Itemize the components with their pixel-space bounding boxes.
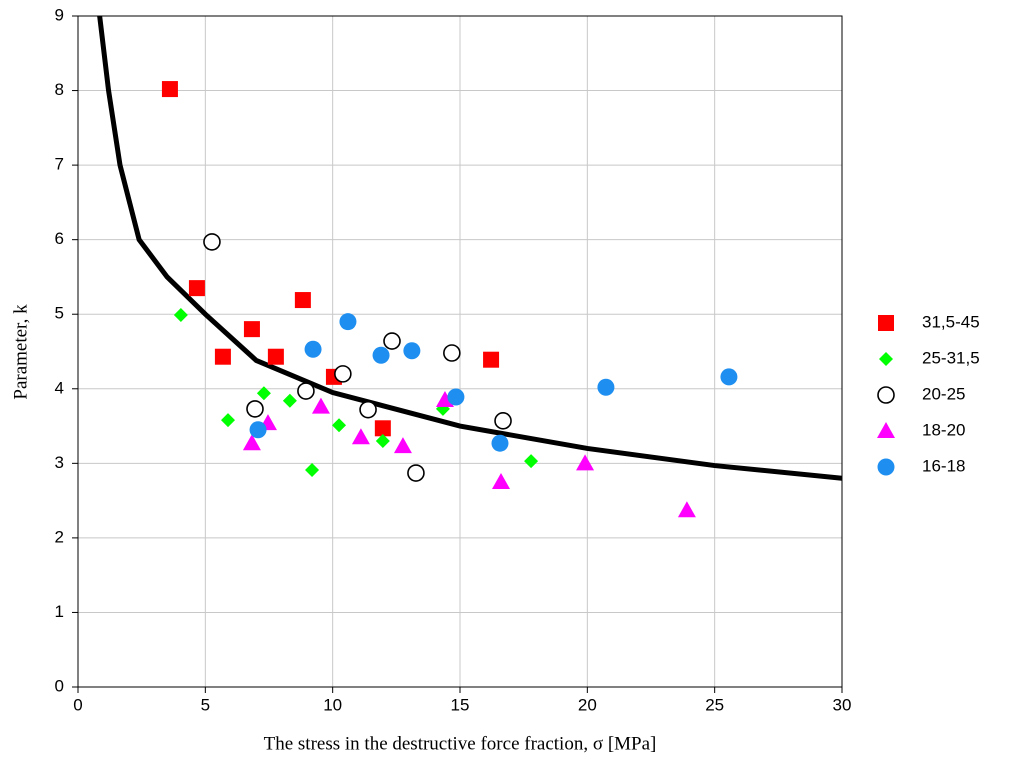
y-tick-label: 1 <box>55 602 64 621</box>
point <box>243 321 260 338</box>
point <box>294 292 311 309</box>
point <box>305 463 320 478</box>
point <box>256 386 271 401</box>
point <box>383 332 401 350</box>
y-tick-label: 6 <box>55 229 64 248</box>
point <box>375 433 390 448</box>
point <box>447 388 465 406</box>
x-axis-label: The stress in the destructive force frac… <box>264 733 657 754</box>
x-tick-label: 30 <box>833 695 852 714</box>
plot-frame <box>77 15 843 688</box>
legend-label: 31,5-45 <box>922 312 980 331</box>
point <box>492 472 511 489</box>
point <box>720 368 738 386</box>
point <box>483 351 500 368</box>
y-tick-label: 8 <box>55 80 64 99</box>
legend-label: 25-31,5 <box>922 348 980 367</box>
x-tick-label: 15 <box>451 695 470 714</box>
legend-label: 18-20 <box>922 420 965 439</box>
y-tick-label: 3 <box>55 453 64 472</box>
point <box>332 418 347 433</box>
point <box>403 342 421 360</box>
x-tick-label: 10 <box>323 695 342 714</box>
point <box>576 454 595 471</box>
point <box>282 393 297 408</box>
point <box>435 390 454 407</box>
x-tick-label: 0 <box>73 695 82 714</box>
y-tick-label: 5 <box>55 304 64 323</box>
x-tick-label: 20 <box>578 695 597 714</box>
point <box>372 346 390 364</box>
legend-marker <box>877 458 895 476</box>
x-tick-label: 25 <box>705 695 724 714</box>
y-tick-label: 2 <box>55 527 64 546</box>
point <box>173 307 188 322</box>
point <box>297 382 315 400</box>
point <box>334 365 352 383</box>
point <box>203 233 221 251</box>
point <box>311 397 330 414</box>
point <box>351 428 370 445</box>
point <box>597 378 615 396</box>
point <box>393 437 412 454</box>
point <box>246 400 264 418</box>
point <box>214 348 231 365</box>
point <box>242 434 261 451</box>
y-tick-label: 4 <box>55 378 64 397</box>
x-tick-label: 5 <box>201 695 210 714</box>
point <box>374 420 391 437</box>
point <box>249 421 267 439</box>
y-tick-label: 7 <box>55 155 64 174</box>
fit-curve <box>97 16 842 481</box>
y-tick-label: 9 <box>55 5 64 24</box>
legend-marker <box>877 422 895 438</box>
legend-marker <box>879 352 893 366</box>
point <box>267 348 284 365</box>
point <box>677 501 696 518</box>
point <box>491 434 509 452</box>
point <box>161 81 178 98</box>
point <box>188 280 205 297</box>
legend-label: 16-18 <box>922 456 965 475</box>
point <box>220 413 235 428</box>
point <box>443 344 461 362</box>
point <box>407 464 425 482</box>
legend-marker <box>877 386 895 404</box>
y-tick-label: 0 <box>55 676 64 695</box>
point <box>304 340 322 358</box>
y-axis-label: Parameter, k <box>10 304 31 400</box>
legend-marker <box>878 315 894 331</box>
point <box>339 313 357 331</box>
point <box>359 400 377 419</box>
legend-label: 20-25 <box>922 384 965 403</box>
point <box>524 454 539 469</box>
point <box>494 412 512 430</box>
